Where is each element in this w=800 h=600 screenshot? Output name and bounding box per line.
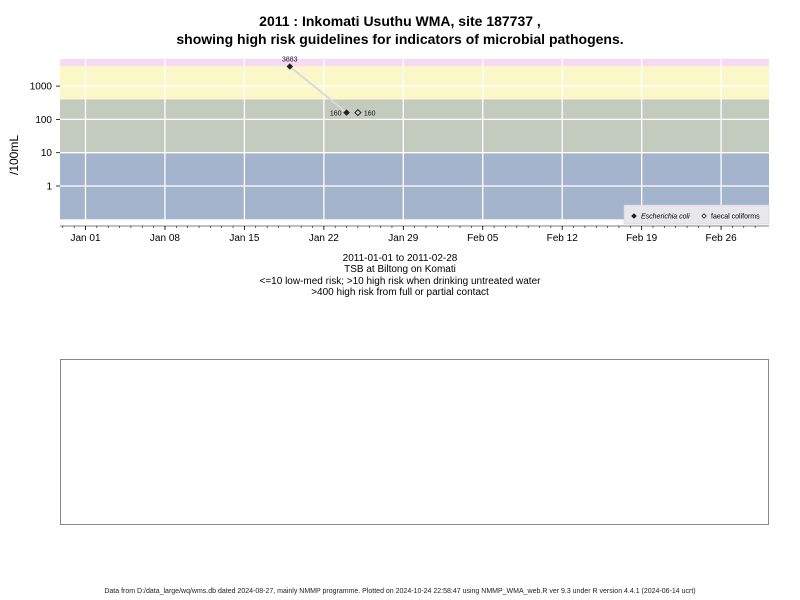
data-label: 3883: [282, 56, 298, 63]
guideline-band-3: [60, 66, 769, 100]
legend-label: faecal coliforms: [711, 214, 760, 221]
x-tick-label: Jan 29: [388, 233, 418, 244]
date-range: 2011-01-01 to 2011-02-28: [342, 253, 458, 264]
risk-note-contact: >400 high risk from full or partial cont…: [311, 287, 489, 298]
guideline-band-top: [60, 59, 769, 67]
x-tick-label: Jan 08: [150, 233, 180, 244]
y-tick-label: 1000: [30, 82, 53, 93]
chart-plot-area: Jan 01 Jan 08 Jan 15 Jan 22 Jan 29 Feb 05 Feb …: [30, 56, 770, 244]
x-tick-label: Jan 15: [229, 233, 259, 244]
empty-chart-panel: [60, 359, 769, 525]
legend-marker: [631, 213, 637, 219]
x-tick-label: Feb 12: [547, 233, 579, 244]
data-source-footer: Data from D:/data_large/wq/wms.db dated …: [104, 588, 696, 595]
legend-label: Escherichia coli: [641, 214, 690, 221]
data-point: [354, 108, 362, 117]
x-tick-label: Jan 01: [70, 233, 100, 244]
data-point: [343, 109, 350, 116]
data-point: [286, 63, 294, 70]
y-tick-label: 1: [46, 182, 52, 193]
risk-note-drinking: <=10 low-med risk; >10 high risk when dr…: [259, 276, 541, 287]
legend-marker: [701, 213, 707, 219]
x-tick-label: Feb 19: [626, 233, 658, 244]
y-tick-label: 10: [41, 148, 53, 159]
data-label: 160: [330, 111, 342, 118]
chart-title-line1: 2011 : Inkomati Usuthu WMA, site 187737 …: [259, 13, 541, 29]
guideline-band-2: [60, 99, 769, 153]
x-tick-label: Feb 26: [706, 233, 738, 244]
chart-title-line2: showing high risk guidelines for indicat…: [176, 31, 624, 47]
legend-box: [623, 204, 770, 225]
x-tick-label: Feb 05: [467, 233, 499, 244]
series-line-escherichia-coli: [289, 65, 348, 114]
x-tick-label: Jan 22: [309, 233, 339, 244]
site-name: TSB at Biltong on Komati: [344, 264, 456, 275]
data-label: 160: [364, 111, 376, 118]
y-tick-label: 100: [35, 115, 52, 126]
legend: Escherichia coli faecal coliforms: [623, 204, 770, 225]
